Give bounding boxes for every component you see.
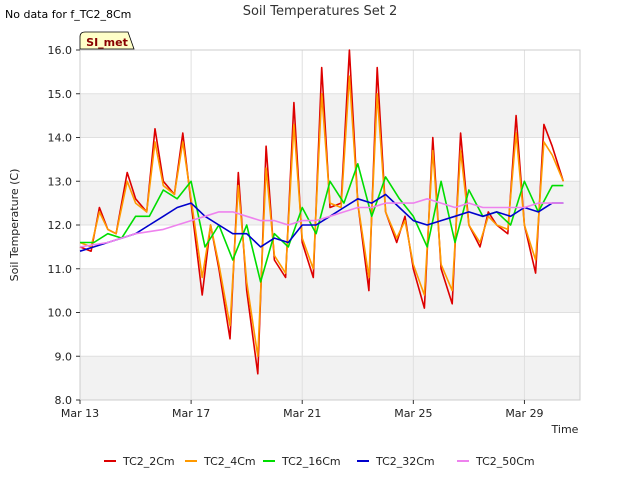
plot-band [80, 225, 580, 269]
plot-band [80, 356, 580, 400]
x-tick-label: Mar 13 [61, 407, 99, 420]
legend-item-tc2-50cm: TC2_50Cm [457, 455, 535, 468]
y-tick-label: 16.0 [48, 44, 73, 57]
x-tick-label: Mar 17 [172, 407, 210, 420]
y-axis-label: Soil Temperature (C) [8, 169, 21, 282]
x-tick-label: Mar 25 [394, 407, 432, 420]
legend-item-tc2-4cm: TC2_4Cm [185, 455, 256, 468]
legend-label: TC2_16Cm [281, 455, 341, 468]
chart-title: Soil Temperatures Set 2 [243, 4, 398, 19]
badge-label: SI_met [86, 36, 128, 49]
legend: TC2_2Cm TC2_4Cm TC2_16Cm TC2_32Cm TC2_50Cm [104, 455, 535, 468]
no-data-note: No data for f_TC2_8Cm [5, 8, 131, 21]
legend-item-tc2-32cm: TC2_32Cm [357, 455, 435, 468]
x-tick-label: Mar 29 [505, 407, 543, 420]
series-line-tc2-50cm [79, 198, 564, 248]
y-tick-label: 9.0 [55, 350, 73, 363]
si-met-badge[interactable]: SI_met [79, 31, 135, 50]
plot-band [80, 137, 580, 182]
x-axis-label: Time [551, 423, 579, 436]
y-axis-ticks: 8.0 9.0 10.0 11.0 12.0 13.0 14.0 15.0 16.0 [48, 44, 80, 407]
series-lines [79, 49, 565, 375]
x-axis-ticks: Mar 13 Mar 17 Mar 21 Mar 25 Mar 29 [61, 400, 544, 420]
y-tick-label: 12.0 [48, 219, 73, 232]
y-tick-label: 10.0 [48, 307, 73, 320]
y-tick-label: 13.0 [48, 175, 73, 188]
legend-label: TC2_32Cm [375, 455, 435, 468]
y-tick-label: 15.0 [48, 88, 73, 101]
series-line-tc2-4cm [79, 75, 565, 358]
plot-band [80, 312, 580, 357]
legend-label: TC2_50Cm [475, 455, 535, 468]
x-tick-label: Mar 21 [283, 407, 321, 420]
series-line-tc2-32cm [79, 193, 564, 252]
legend-item-tc2-16cm: TC2_16Cm [263, 455, 341, 468]
legend-label: TC2_4Cm [203, 455, 256, 468]
plot-band [80, 50, 580, 94]
legend-item-tc2-2cm: TC2_2Cm [104, 455, 175, 468]
y-tick-label: 14.0 [48, 132, 73, 145]
plot-band [80, 93, 580, 138]
legend-label: TC2_2Cm [122, 455, 175, 468]
y-tick-label: 8.0 [55, 394, 73, 407]
plot-band [80, 268, 580, 313]
y-tick-label: 11.0 [48, 263, 73, 276]
